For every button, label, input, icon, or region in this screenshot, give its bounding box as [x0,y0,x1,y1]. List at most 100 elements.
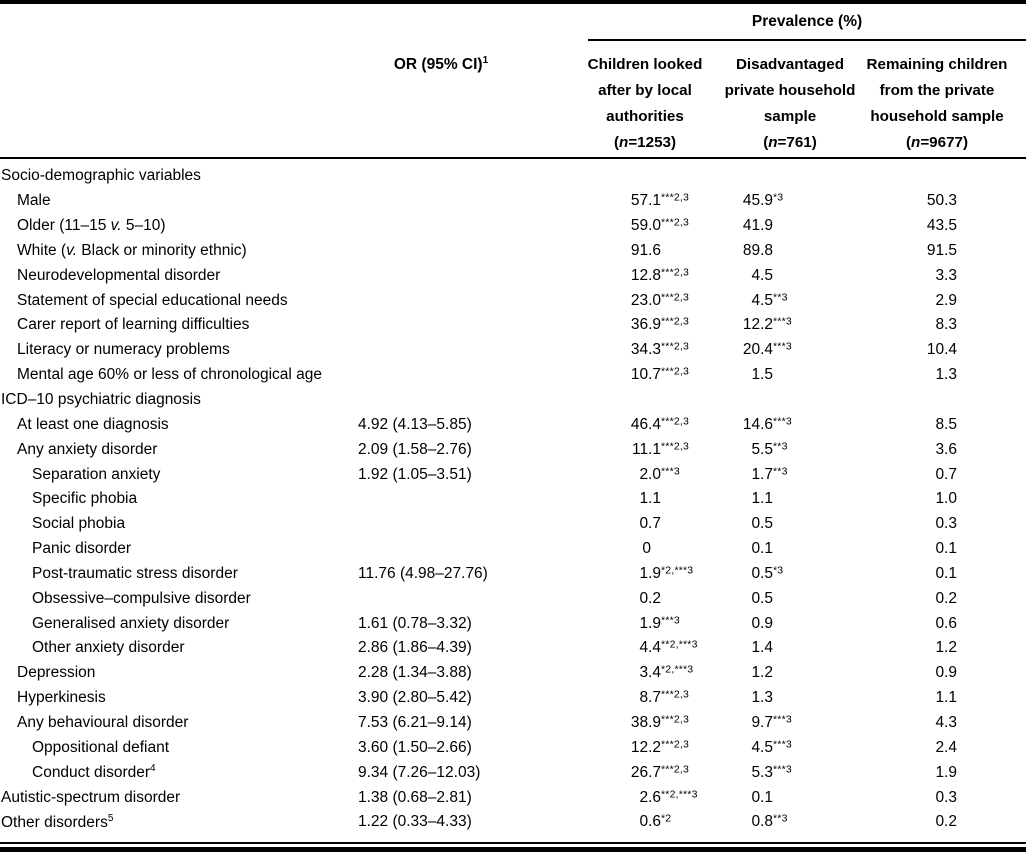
significance-markers-remaining [957,590,1026,608]
label-text: Hyperkinesis [17,689,106,707]
n-symbol: n [911,134,921,151]
prevalence-value-remaining: 43.5 [926,217,957,235]
significance-markers-remaining [957,242,1026,260]
prevalence-value-remaining: 0.2 [935,813,957,831]
table-row: Hyperkinesis 3.90 (2.80–5.42) 8.7 ***2,3 1.3… [0,686,1026,711]
row-label: Older (11–15 v. 5–10) [0,217,348,235]
significance-markers-looked-after: ***2,3 [661,763,726,782]
row-label: Oppositional defiant [0,739,348,757]
significance-superscript: *2,***3 [661,564,694,577]
label-text: Obsessive–compulsive disorder [32,589,251,607]
significance-superscript: ***2,3 [661,191,690,204]
prevalence-value-remaining: 1.0 [935,490,957,508]
prevalence-value-remaining: 3.6 [935,440,957,458]
significance-markers-disadvantaged [773,540,860,558]
prevalence-value-looked-after: 0.6 [639,813,661,831]
row-label: Panic disorder [0,540,348,558]
column-header-line: private household [724,82,856,99]
label-text: Oppositional defiant [32,738,170,756]
table-bottom-bar [0,847,1026,852]
prevalence-value-disadvantaged: 5.5 [751,440,773,458]
or-ci-value: 11.76 (4.98–27.76) [358,564,488,582]
prevalence-spanner-underline [588,39,1026,41]
table-row: Mental age 60% or less of chronological … [0,363,1026,388]
label-text: Depression [17,664,96,682]
table-bottom-rule [0,842,1026,844]
label-text: Socio-demographic variables [1,167,201,185]
significance-markers-disadvantaged: **3 [773,440,860,459]
significance-markers-looked-after [661,490,726,508]
prevalence-value-disadvantaged: 0.5 [751,589,773,607]
significance-markers-looked-after [661,391,726,409]
or-ci-value: 7.53 (6.21–9.14) [358,713,472,731]
significance-markers-looked-after: ***2,3 [661,316,726,334]
significance-markers-disadvantaged: ***3 [773,713,860,732]
label-versus-italic: v. [110,217,122,235]
or-ci-value: 1.61 (0.78–3.32) [358,614,472,632]
significance-markers-looked-after: ***2,3 [661,738,726,757]
table-row: Statement of special educational needs 23… [0,288,1026,313]
label-text: Carer report of learning difficulties [17,316,250,334]
significance-superscript: **2,***3 [661,638,698,651]
significance-markers-disadvantaged: *3 [773,564,860,583]
significance-superscript: ***3 [773,415,792,428]
prevalence-value-disadvantaged: 1.3 [751,689,773,707]
table-row: Generalised anxiety disorder 1.61 (0.78–3… [0,611,1026,636]
or-header-footnote-marker: 1 [482,55,489,66]
significance-superscript: ***3 [773,763,792,776]
or-ci-value: 2.28 (1.34–3.88) [358,664,472,682]
significance-markers-remaining [957,416,1026,434]
prevalence-value-remaining: 1.2 [935,639,957,657]
prevalence-value-disadvantaged: 45.9 [742,192,773,210]
significance-markers-remaining [957,316,1026,334]
significance-markers-remaining [957,813,1026,831]
row-label-section: ICD–10 psychiatric diagnosis [0,391,348,409]
significance-superscript: *2,***3 [661,663,694,676]
table-row: Neurodevelopmental disorder 12.8 ***2,3 4.5… [0,263,1026,288]
prevalence-value-disadvantaged: 1.2 [751,664,773,682]
table-row: Social phobia 0.7 0.5 0.3 [0,512,1026,537]
prevalence-value-looked-after: 38.9 [630,713,661,731]
prevalence-value-looked-after: 46.4 [630,415,661,433]
label-text: At least one diagnosis [17,415,169,433]
label-text: Other disorders [1,813,108,831]
or-column-header: OR (95% CI)1 [355,55,527,74]
significance-markers-looked-after [661,167,726,185]
prevalence-spanner-header: Prevalence (%) [751,13,863,30]
significance-markers-remaining [957,192,1026,210]
significance-superscript: ***3 [661,614,680,627]
prevalence-value-disadvantaged: 1.5 [751,366,773,384]
significance-superscript: ***2,3 [661,340,690,353]
prevalence-value-remaining: 1.1 [935,689,957,707]
prevalence-value-disadvantaged: 1.4 [751,639,773,657]
significance-superscript: ***3 [773,340,792,353]
significance-markers-disadvantaged [773,515,860,533]
row-label: Social phobia [0,515,348,533]
significance-superscript: ***2,3 [661,291,690,304]
row-label: Specific phobia [0,490,348,508]
header-body-divider-rule [0,157,1026,159]
significance-markers-disadvantaged [773,789,860,807]
significance-markers-remaining [957,764,1026,782]
column-header-line: household sample [870,108,1004,125]
significance-markers-remaining [957,789,1026,807]
label-versus-italic: v. [66,241,77,259]
label-text: Older (11–15 [17,217,111,235]
prevalence-value-disadvantaged: 12.2 [742,316,773,334]
prevalence-value-looked-after: 23.0 [630,291,661,309]
prevalence-value-looked-after: 1.9 [639,614,661,632]
table-row: Older (11–15 v. 5–10) 59.0 ***2,3 41.9 43.5 [0,214,1026,239]
significance-markers-remaining [957,714,1026,732]
significance-markers-disadvantaged [773,167,860,185]
column-sample-size: (n=761) [700,130,880,156]
table-row: White (v. Black or minority ethnic) 91.6 8… [0,239,1026,264]
significance-superscript: ***2,3 [661,688,690,701]
label-text: Neurodevelopmental disorder [17,266,221,284]
or-ci-value: 9.34 (7.26–12.03) [358,763,481,781]
row-label: Conduct disorder4 [0,763,348,782]
column-header-line: authorities [606,108,684,125]
prevalence-value-looked-after: 2.6 [639,788,661,806]
prevalence-value-disadvantaged: 9.7 [751,713,773,731]
prevalence-value-remaining: 1.3 [935,366,957,384]
